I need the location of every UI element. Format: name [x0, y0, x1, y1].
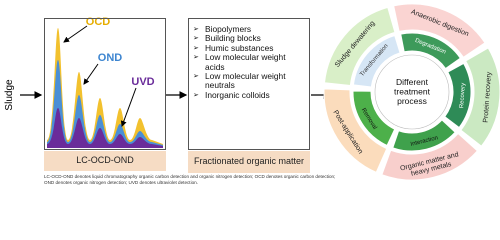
- inner-sector: [352, 90, 396, 147]
- outer-label: Protein recovery: [482, 71, 493, 123]
- footnote: LC-OCD-OND denotes liquid chromatography…: [44, 174, 336, 185]
- chromatogram-caption: LC-OCD-OND: [44, 151, 166, 171]
- inner-sector: [352, 34, 401, 88]
- outer-sector: [381, 132, 479, 181]
- fraction-item: Building blocks: [192, 33, 306, 44]
- figure: Sludge OCD OND UVD Sludge dewatering Anae…: [0, 0, 500, 191]
- inner-label-line: Recovery: [459, 83, 467, 109]
- inner-label: Recovery: [459, 83, 467, 109]
- arrow: [63, 25, 88, 43]
- outer-label-line: Protein recovery: [482, 71, 493, 123]
- fractions-caption: Fractionated organic matter: [188, 151, 310, 173]
- fraction-list: BiopolymersBuilding blocksHumic substanc…: [192, 24, 306, 101]
- fraction-item: Biopolymers: [192, 24, 306, 35]
- fraction-item: Low molecular weight acids: [192, 53, 306, 72]
- outer-sector: [393, 3, 486, 59]
- outer-sector: [460, 47, 500, 147]
- diagram: Sludge OCD OND UVD Sludge dewatering Anae…: [4, 3, 500, 181]
- inner-sector: [392, 119, 456, 152]
- center-label-line: treatment: [394, 87, 431, 97]
- fraction-item: Humic substances: [192, 43, 306, 54]
- center-circle: [374, 54, 450, 130]
- inner-sector: [400, 32, 462, 70]
- center-label-line: process: [397, 96, 427, 106]
- chromatogram-box: [44, 18, 166, 150]
- center-label-line: Different: [396, 77, 429, 87]
- arrow: [120, 87, 137, 127]
- arrow: [83, 63, 99, 85]
- inner-sector: [444, 62, 472, 129]
- outer-sector: [323, 6, 396, 87]
- fractions-box: BiopolymersBuilding blocksHumic substanc…: [188, 18, 310, 150]
- center-label: Different treatment process: [394, 77, 431, 106]
- treatment-ring: Sludge dewatering Anaerobic digestionProt…: [323, 3, 500, 181]
- fraction-item: Inorganic colloids: [192, 90, 306, 101]
- outer-sector: [323, 88, 388, 174]
- fraction-item: Low molecular weight neutrals: [192, 71, 306, 91]
- uvd-peaks: [47, 108, 163, 148]
- uvd-label: UVD: [131, 76, 154, 88]
- sludge-label: Sludge: [4, 79, 15, 111]
- ond-label: OND: [98, 52, 123, 64]
